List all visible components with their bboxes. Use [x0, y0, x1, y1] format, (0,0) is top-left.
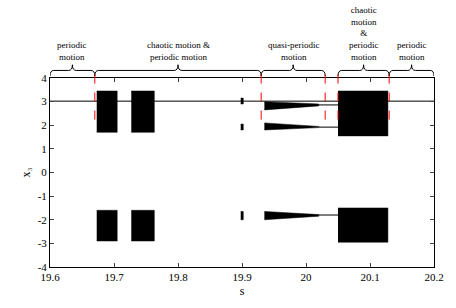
svg-text:19.8: 19.8 [168, 271, 188, 283]
svg-text:periodicmotion: periodicmotion [57, 40, 87, 62]
svg-text:19.6: 19.6 [40, 271, 60, 283]
svg-text:-3: -3 [38, 237, 48, 249]
svg-text:19.9: 19.9 [232, 271, 252, 283]
svg-text:-4: -4 [38, 261, 48, 273]
svg-text:-2: -2 [38, 214, 47, 226]
svg-text:-1: -1 [38, 190, 47, 202]
svg-text:3: 3 [41, 95, 47, 107]
svg-text:0: 0 [41, 166, 47, 178]
svg-text:periodicmotion: periodicmotion [397, 40, 427, 62]
svg-text:2: 2 [41, 119, 47, 131]
svg-text:20.1: 20.1 [360, 271, 379, 283]
svg-text:quasi-periodicmotion: quasi-periodicmotion [268, 40, 319, 62]
svg-text:chaotic motion &periodic motio: chaotic motion &periodic motion [147, 40, 210, 62]
svg-text:s: s [240, 284, 245, 298]
svg-text:1: 1 [41, 143, 47, 155]
svg-text:20: 20 [301, 271, 313, 283]
svg-text:chaoticmotion&periodicmotion: chaoticmotion&periodicmotion [349, 5, 379, 62]
svg-text:19.7: 19.7 [104, 271, 124, 283]
svg-text:x₃: x₃ [19, 167, 33, 177]
svg-text:4: 4 [41, 72, 47, 84]
svg-text:20.2: 20.2 [424, 271, 443, 283]
